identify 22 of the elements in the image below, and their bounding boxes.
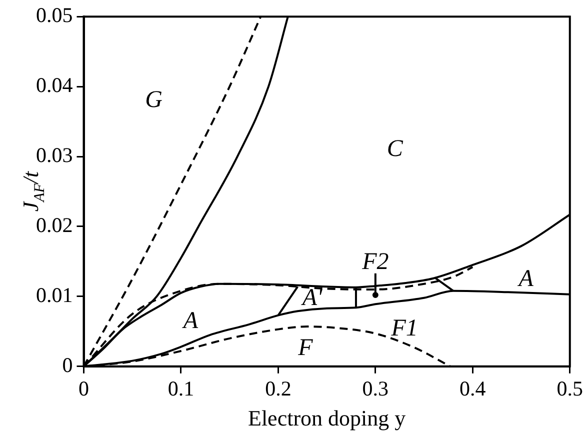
x-axis-title: Electron doping y [248, 406, 406, 431]
x-tick-label: 0.3 [362, 376, 389, 401]
x-tick-label: 0.1 [168, 376, 194, 401]
annotation: A [181, 308, 198, 334]
x-tick-label: 0.2 [265, 376, 292, 401]
y-tick-label: 0.02 [36, 212, 73, 237]
y-tick-label: 0.01 [36, 282, 73, 307]
annotation: A [516, 266, 534, 292]
annotation: F2 [361, 249, 389, 276]
annotation: F1 [390, 316, 418, 342]
annotation: C [386, 136, 404, 162]
y-tick-label: 0.04 [36, 73, 74, 98]
y-axis-title: JAF/t [18, 170, 48, 212]
y-tick-label: 0.03 [36, 143, 73, 168]
annotation: G [145, 86, 162, 113]
x-tick-label: 0.5 [556, 376, 583, 401]
x-tick-label: 0.4 [460, 376, 486, 401]
annotation: F [297, 335, 314, 362]
y-tick-label: 0 [62, 352, 73, 377]
x-tick-label: 0 [78, 376, 89, 401]
y-tick-label: 0.05 [36, 3, 73, 28]
annotation: A' [300, 284, 323, 311]
